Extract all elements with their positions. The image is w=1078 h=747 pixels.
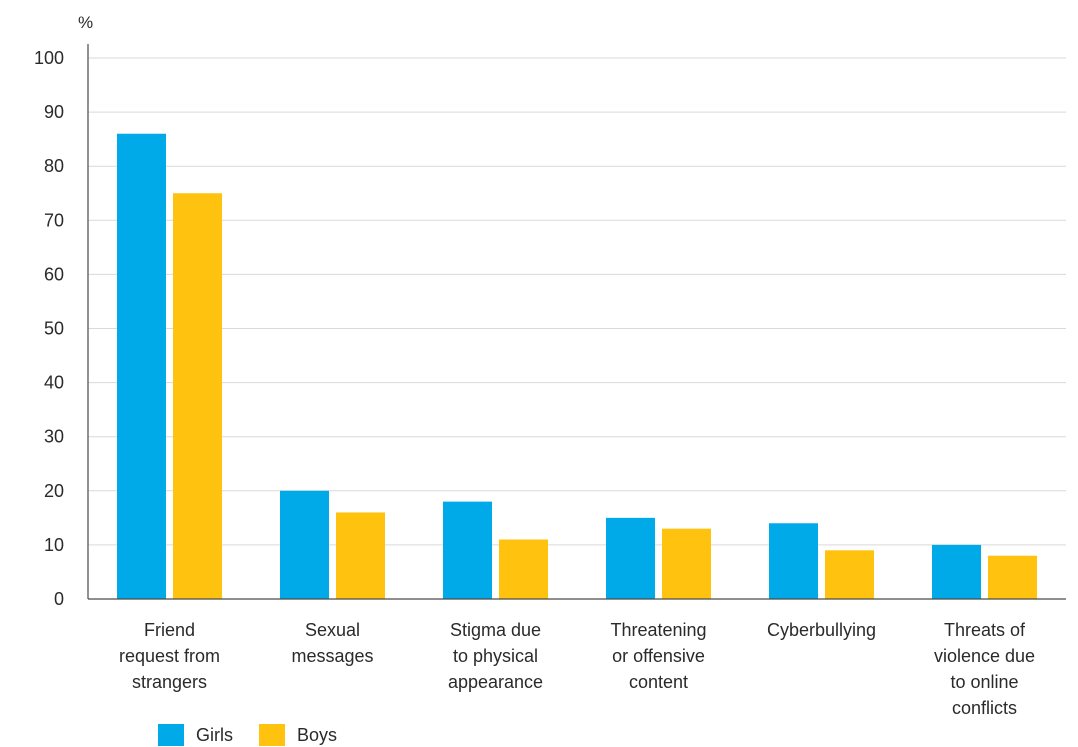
bar-girls-4	[769, 523, 818, 599]
legend-item-boys: Boys	[259, 724, 337, 746]
legend-swatch-girls	[158, 724, 184, 746]
bar-girls-1	[280, 490, 329, 599]
bar-girls-5	[932, 544, 981, 599]
category-label-1: Sexual messages	[291, 620, 373, 666]
category-labels: Friend request from strangers Sexual message…	[119, 620, 1035, 718]
legend: Girls Boys	[158, 724, 363, 746]
y-tick-label-100: 100	[34, 48, 64, 68]
bar-boys-0	[173, 193, 222, 599]
category-label-2: Stigma due to physical appearance	[448, 620, 543, 692]
legend-label-boys: Boys	[297, 724, 338, 745]
gridlines	[88, 57, 1066, 546]
y-tick-label-30: 30	[44, 427, 64, 447]
bar-boys-5	[988, 555, 1037, 599]
category-label-0: Friend request from strangers	[119, 620, 220, 692]
y-tick-label-10: 10	[44, 535, 64, 555]
category-label-5: Threats of violence due to online conflicts	[934, 620, 1035, 718]
bar-girls-3	[606, 517, 655, 599]
y-tick-label-80: 80	[44, 156, 64, 176]
legend-item-girls: Girls	[158, 724, 233, 746]
bar-girls-2	[443, 501, 492, 599]
y-tick-label-90: 90	[44, 102, 64, 122]
y-axis-unit-label: %	[78, 13, 93, 32]
legend-swatch-boys	[259, 724, 285, 746]
y-tick-label-0: 0	[54, 589, 64, 609]
bar-boys-3	[662, 528, 711, 599]
y-tick-label-60: 60	[44, 264, 64, 284]
bar-boys-2	[499, 539, 548, 599]
bar-chart: % 0 10 20 30 40 50 60 70 80 90 100 Friend request f…	[34, 13, 1066, 718]
y-tick-labels: 0 10 20 30 40 50 60 70 80 90 100	[34, 48, 64, 609]
bar-boys-1	[336, 512, 385, 599]
bar-boys-4	[825, 550, 874, 599]
category-label-3: Threatening or offensive content	[610, 620, 706, 692]
legend-label-girls: Girls	[196, 724, 233, 745]
category-label-4: Cyberbullying	[767, 620, 876, 640]
y-tick-label-50: 50	[44, 319, 64, 339]
y-tick-label-40: 40	[44, 373, 64, 393]
bars	[117, 133, 1037, 600]
y-tick-label-20: 20	[44, 481, 64, 501]
bar-girls-0	[117, 133, 166, 600]
y-tick-label-70: 70	[44, 210, 64, 230]
